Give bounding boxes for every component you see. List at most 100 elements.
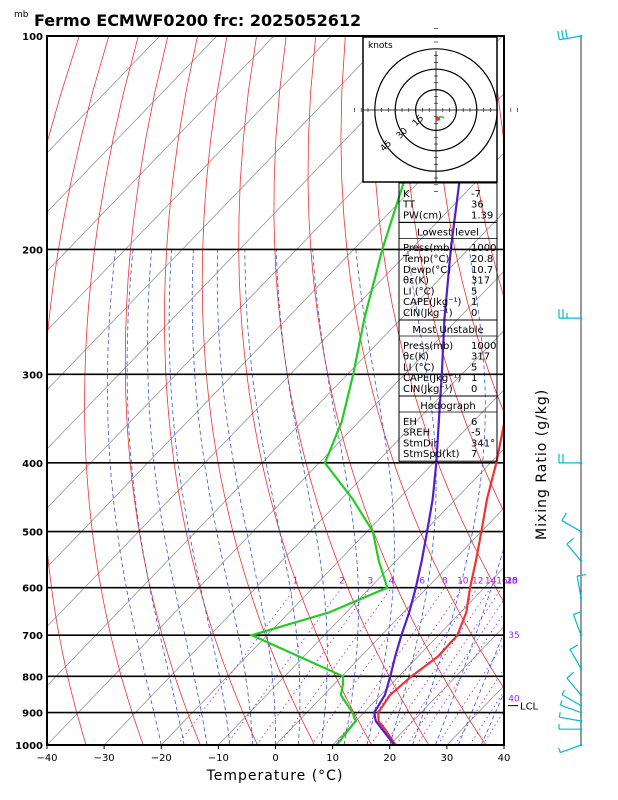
wind-barb-staff bbox=[576, 576, 582, 598]
pressure-tick-label: 500 bbox=[22, 528, 43, 539]
temperature-tick-label: 40 bbox=[498, 753, 511, 764]
pressure-tick-label: 600 bbox=[22, 584, 43, 595]
lowest-level-row-label: Temp(°C) bbox=[402, 254, 450, 265]
dry-adiabat bbox=[433, 36, 504, 414]
moist-adiabat bbox=[168, 249, 231, 745]
chart-title: Fermo ECMWF0200 frc: 2025052612 bbox=[34, 11, 361, 30]
dry-adiabat bbox=[164, 36, 258, 745]
wind-barb-half-flag bbox=[561, 690, 565, 695]
dry-adiabat bbox=[307, 36, 487, 745]
pressure-tick-label: 800 bbox=[22, 672, 43, 683]
wind-barb-base bbox=[579, 704, 583, 707]
isotherm bbox=[47, 36, 389, 391]
wind-barbs bbox=[557, 29, 587, 754]
mixing-ratio-label: 2 bbox=[339, 577, 345, 587]
isotherm bbox=[47, 36, 275, 272]
hodograph-info-row-value: 7 bbox=[471, 449, 477, 460]
moist-adiabat bbox=[191, 249, 254, 745]
lowest-level-row-label: Press(mb) bbox=[403, 243, 453, 254]
indices-row-value: 1.39 bbox=[471, 210, 493, 221]
dry-adiabat bbox=[238, 36, 373, 745]
wind-barb-base bbox=[579, 559, 583, 563]
mixing-ratio-axis-label: Mixing Ratio (g/kg) bbox=[534, 389, 550, 540]
lowest-level-row-value: 0 bbox=[471, 308, 477, 319]
wind-barb-base bbox=[579, 633, 583, 637]
temperature-axis-label: Temperature (°C) bbox=[206, 768, 344, 784]
most-unstable-row-value: 317 bbox=[471, 352, 490, 363]
lowest-level-row-value: 317 bbox=[471, 276, 490, 287]
hodograph-ring bbox=[374, 48, 498, 172]
isotherm bbox=[503, 744, 504, 745]
wind-barb-staff bbox=[566, 543, 582, 562]
hodograph-info-row-value: 6 bbox=[471, 417, 477, 428]
pressure-unit-label: mb bbox=[14, 10, 29, 20]
dry-adiabat bbox=[201, 36, 315, 745]
wind-barb-flag bbox=[557, 30, 560, 40]
most-unstable-heading: Most Unstable bbox=[412, 325, 483, 336]
isotherm bbox=[218, 448, 504, 745]
most-unstable-row-label: LI (°C) bbox=[403, 362, 435, 373]
mixing-ratio-line bbox=[469, 690, 504, 745]
parcel-profile bbox=[373, 36, 487, 745]
wind-barb-base bbox=[579, 743, 583, 747]
most-unstable-row-label: θε(K) bbox=[403, 352, 429, 363]
dry-adiabat bbox=[552, 36, 618, 745]
hodograph-info-row-value: 341° bbox=[471, 438, 495, 449]
isotherm bbox=[47, 270, 504, 745]
wind-barb-flag bbox=[577, 573, 587, 577]
lowest-level-heading: Lowest level bbox=[417, 227, 479, 238]
hodograph-ring bbox=[415, 88, 458, 131]
temperature-tick-label: −20 bbox=[151, 753, 172, 764]
lowest-level-row-value: 5 bbox=[471, 286, 477, 297]
wind-barb-staff bbox=[566, 677, 582, 696]
hodograph-info-row-value: -5 bbox=[471, 428, 481, 439]
dry-adiabat bbox=[611, 36, 618, 745]
dry-adiabat bbox=[124, 36, 201, 745]
temperature-tick-label: 30 bbox=[441, 753, 454, 764]
mixing-ratio-line bbox=[256, 587, 371, 745]
indices-row-label: TT bbox=[402, 200, 416, 211]
mixing-ratio-line bbox=[482, 710, 504, 745]
moist-adiabat bbox=[355, 249, 395, 745]
mixing-ratio-label: 4 bbox=[389, 577, 395, 587]
dry-adiabat bbox=[47, 36, 110, 745]
dry-adiabat bbox=[84, 36, 144, 745]
wind-barb-staff bbox=[569, 649, 582, 669]
dry-adiabat bbox=[273, 36, 430, 745]
wind-barb-flag bbox=[561, 512, 567, 521]
hodograph-info-heading: Hodograph bbox=[420, 401, 475, 412]
dry-adiabat bbox=[403, 36, 504, 513]
mixing-ratio-label: 16 bbox=[496, 577, 508, 587]
storm-motion-marker bbox=[436, 116, 441, 121]
dry-adiabat bbox=[372, 36, 504, 604]
mixing-ratio-label: 18 bbox=[506, 577, 518, 587]
moist-adiabat bbox=[147, 249, 208, 745]
mixing-ratio-label: 20 bbox=[506, 577, 518, 587]
wind-barb-flag bbox=[569, 644, 579, 650]
isotherm bbox=[47, 36, 218, 213]
most-unstable-row-label: CIN(Jkg⁻¹) bbox=[403, 384, 453, 395]
moist-adiabat bbox=[216, 249, 276, 745]
moist-adiabat bbox=[412, 249, 486, 745]
temperature-tick-label: 0 bbox=[272, 753, 278, 764]
wind-barb-flag bbox=[573, 610, 583, 616]
moist-adiabat bbox=[312, 249, 359, 745]
dry-adiabat bbox=[340, 36, 504, 689]
pressure-tick-label: 900 bbox=[22, 709, 43, 720]
mixing-ratio-label: 40 bbox=[508, 695, 520, 705]
mixing-ratio-label: 14 bbox=[485, 577, 497, 587]
sounding-profiles bbox=[248, 36, 504, 745]
mixing-ratio-label: 1 bbox=[293, 577, 299, 587]
mixing-ratio-label: 8 bbox=[442, 577, 448, 587]
pressure-tick-label: 1000 bbox=[15, 741, 43, 752]
hodograph-info-row-label: StmSpd(kt) bbox=[403, 449, 460, 460]
pressure-tick-label: 700 bbox=[22, 631, 43, 642]
mixing-ratio-line bbox=[416, 612, 504, 745]
wind-barb-base bbox=[579, 461, 583, 465]
wind-barb-staff bbox=[559, 716, 582, 722]
mixing-ratio-label: 35 bbox=[508, 631, 519, 641]
moist-adiabat bbox=[244, 249, 301, 745]
isotherm bbox=[47, 211, 504, 687]
